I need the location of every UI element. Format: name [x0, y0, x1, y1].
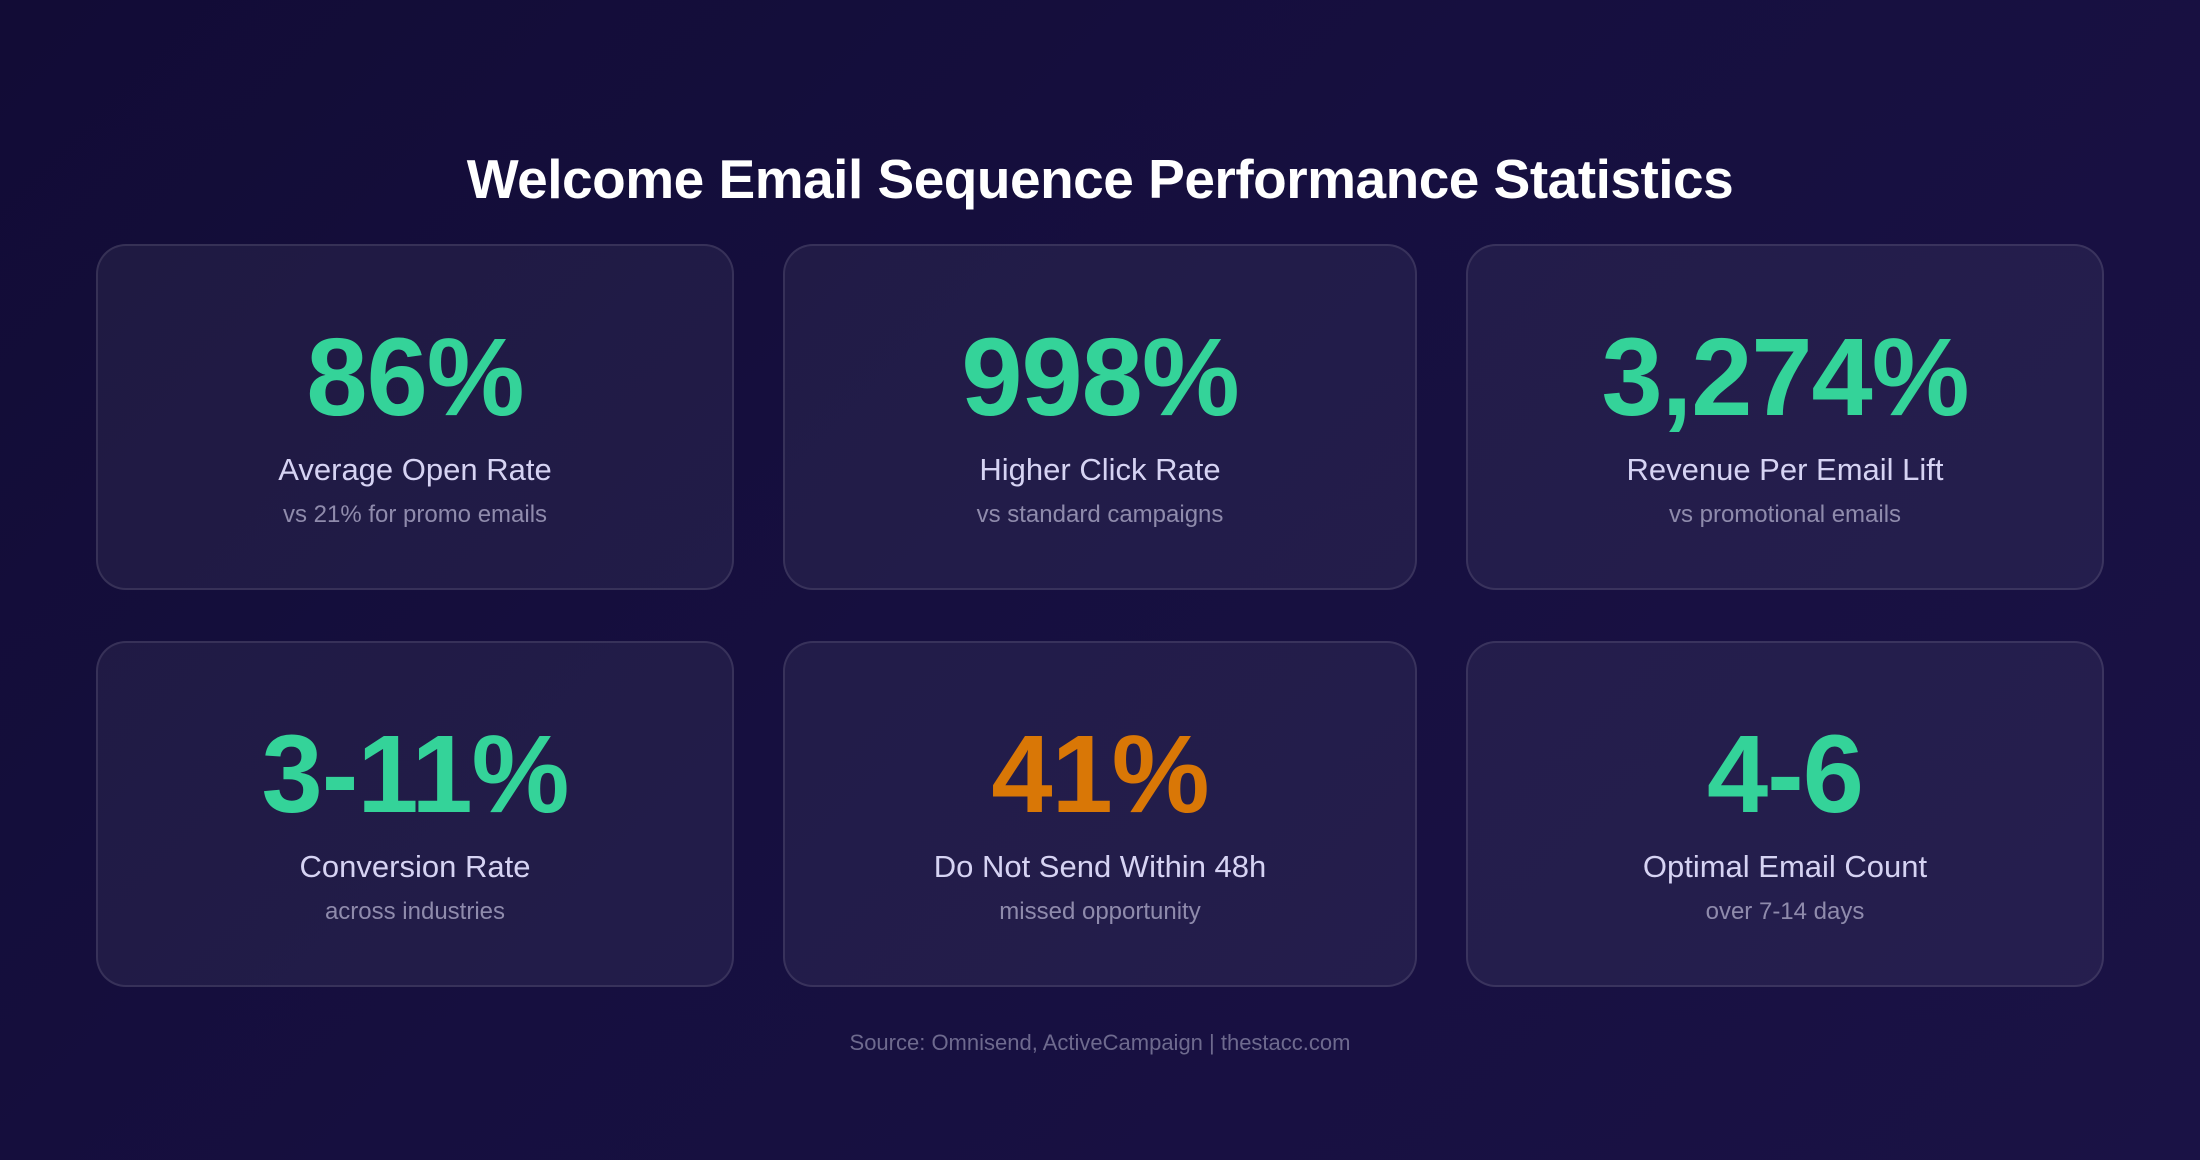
stats-grid: 86% Average Open Rate vs 21% for promo e…: [96, 244, 2104, 988]
stat-value: 41%: [991, 713, 1209, 836]
stat-label: Optimal Email Count: [1642, 849, 1928, 884]
stat-card-revenue-lift: 3,274% Revenue Per Email Lift vs promoti…: [1466, 244, 2104, 590]
stat-card-open-rate: 86% Average Open Rate vs 21% for promo e…: [96, 244, 734, 590]
stat-subtext: vs promotional emails: [1668, 501, 1902, 528]
stat-subtext: missed opportunity: [999, 898, 1201, 925]
stat-label: Do Not Send Within 48h: [933, 849, 1267, 884]
page-title: Welcome Email Sequence Performance Stati…: [466, 147, 1734, 210]
stat-value: 4-6: [1707, 713, 1864, 836]
stat-label: Higher Click Rate: [979, 452, 1221, 487]
stat-subtext: across industries: [324, 898, 506, 925]
stat-card-do-not-send: 41% Do Not Send Within 48h missed opport…: [783, 641, 1417, 987]
stat-card-conversion-rate: 3-11% Conversion Rate across industries: [96, 641, 734, 987]
source-footnote: Source: Omnisend, ActiveCampaign | thest…: [849, 1030, 1351, 1055]
stat-value: 3-11%: [261, 713, 570, 836]
stat-card-email-count: 4-6 Optimal Email Count over 7-14 days: [1466, 641, 2104, 987]
stat-label: Revenue Per Email Lift: [1626, 452, 1944, 487]
stat-value: 998%: [961, 316, 1239, 439]
stat-card-click-rate: 998% Higher Click Rate vs standard campa…: [783, 244, 1417, 590]
stat-label: Conversion Rate: [299, 849, 531, 884]
stat-subtext: vs 21% for promo emails: [282, 501, 548, 528]
stat-value: 86%: [306, 316, 524, 439]
stat-label: Average Open Rate: [278, 452, 552, 487]
stat-value: 3,274%: [1601, 316, 1969, 439]
stat-subtext: vs standard campaigns: [976, 501, 1224, 528]
stat-subtext: over 7-14 days: [1705, 898, 1865, 925]
